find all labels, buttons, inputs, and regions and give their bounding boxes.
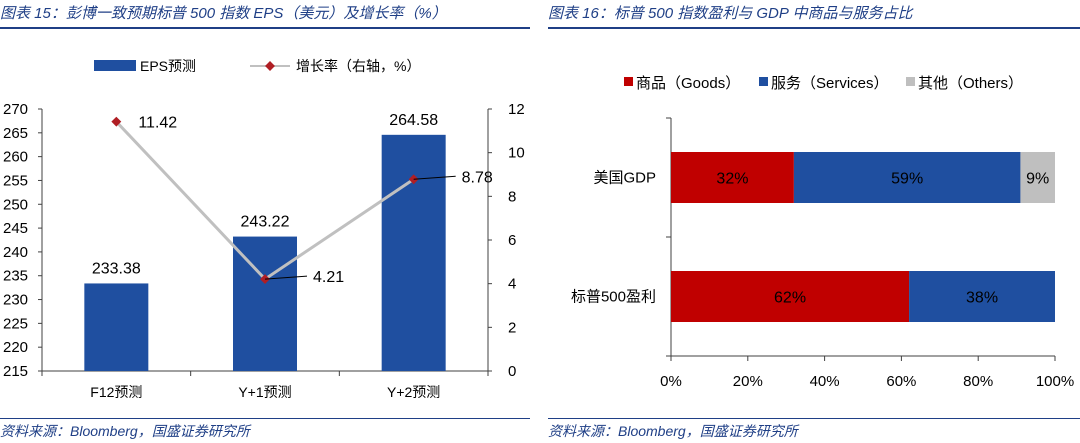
growth-point-label: 8.78 (462, 169, 493, 186)
segment-label: 9% (1026, 171, 1049, 188)
segment-label: 32% (716, 171, 748, 188)
stacked-segment (671, 271, 910, 322)
x-category-label: F12预测 (90, 384, 142, 400)
legend-swatch (759, 77, 768, 86)
category-label: 标普500盈利 (571, 289, 656, 306)
growth-label-leader (413, 175, 456, 180)
y-right-tick-label: 4 (508, 276, 516, 293)
y-left-tick-label: 260 (3, 149, 28, 166)
eps-source-rule (0, 418, 530, 419)
eps-bar (84, 283, 149, 371)
x-tick-label: 20% (733, 373, 763, 390)
legend-swatch-eps (94, 60, 136, 71)
y-right-tick-label: 8 (508, 188, 516, 205)
y-right-tick-label: 0 (508, 363, 516, 380)
legend-label-growth: 增长率（右轴，%） (296, 58, 420, 74)
stacked-segment (793, 152, 1021, 203)
share-figure-source: 资料来源：Bloomberg，国盛证券研究所 (548, 423, 798, 439)
y-left-tick-label: 225 (3, 315, 28, 332)
legend-label: 商品（Goods） (636, 75, 740, 92)
y-left-tick-label: 215 (3, 363, 28, 380)
growth-point-label: 4.21 (313, 269, 344, 286)
legend-swatch (624, 77, 633, 86)
y-right-tick-label: 10 (508, 145, 525, 162)
x-tick-label: 60% (886, 373, 916, 390)
y-left-tick-label: 270 (3, 101, 28, 118)
x-category-label: Y+2预测 (387, 384, 440, 400)
y-left-tick-label: 245 (3, 220, 28, 237)
segment-label: 62% (774, 290, 806, 307)
y-left-tick-label: 230 (3, 292, 28, 309)
y-right-tick-label: 12 (508, 101, 525, 118)
y-left-tick-label: 240 (3, 244, 28, 261)
eps-bar (381, 134, 446, 371)
growth-point (111, 116, 122, 127)
legend-marker-growth (265, 61, 275, 71)
share-source-rule (548, 418, 1080, 419)
stacked-segment (1020, 152, 1055, 203)
eps-bar-label: 264.58 (389, 112, 438, 129)
eps-chart: EPS预测 增长率（右轴，%）21522022523023524024525025… (3, 58, 525, 400)
category-label: 美国GDP (593, 170, 656, 187)
stacked-segment (671, 152, 794, 203)
growth-label-leader (264, 275, 308, 280)
segment-label: 59% (891, 171, 923, 188)
x-tick-label: 100% (1036, 373, 1074, 390)
x-tick-label: 80% (963, 373, 993, 390)
legend-label-eps: EPS预测 (140, 58, 196, 74)
y-left-tick-label: 235 (3, 268, 28, 285)
eps-bar (233, 236, 297, 371)
x-tick-label: 0% (660, 373, 682, 390)
legend-swatch (906, 77, 915, 86)
share-chart: 商品（Goods） 服务（Services） 其他（Others） 0% 20% 40% 6… (571, 75, 1074, 390)
legend-label: 服务（Services） (771, 75, 889, 92)
eps-figure-title: 图表 15：彭博一致预期标普 500 指数 EPS（美元）及增长率（%） (0, 5, 447, 22)
y-left-tick-label: 265 (3, 125, 28, 142)
stacked-segment (909, 271, 1055, 322)
eps-figure-panel: 图表 15：彭博一致预期标普 500 指数 EPS（美元）及增长率（%） EPS… (0, 0, 530, 443)
growth-point-label: 11.42 (138, 115, 177, 132)
share-figure-panel: 图表 16：标普 500 指数盈利与 GDP 中商品与服务占比 商品（Goods… (548, 0, 1080, 443)
y-left-tick-label: 250 (3, 196, 28, 213)
x-category-label: Y+1预测 (238, 384, 291, 400)
y-right-tick-label: 6 (508, 232, 516, 249)
share-figure-title: 图表 16：标普 500 指数盈利与 GDP 中商品与服务占比 (548, 5, 913, 22)
eps-title-rule (0, 27, 530, 29)
eps-figure-source: 资料来源：Bloomberg，国盛证券研究所 (0, 423, 250, 439)
segment-label: 38% (966, 290, 998, 307)
legend-label: 其他（Others） (918, 75, 1023, 92)
share-title-rule (548, 27, 1080, 29)
x-tick-label: 40% (810, 373, 840, 390)
eps-bar-label: 243.22 (241, 214, 290, 231)
y-left-tick-label: 220 (3, 339, 28, 356)
eps-bar-label: 233.38 (92, 260, 141, 277)
y-left-tick-label: 255 (3, 172, 28, 189)
y-right-tick-label: 2 (508, 319, 516, 336)
